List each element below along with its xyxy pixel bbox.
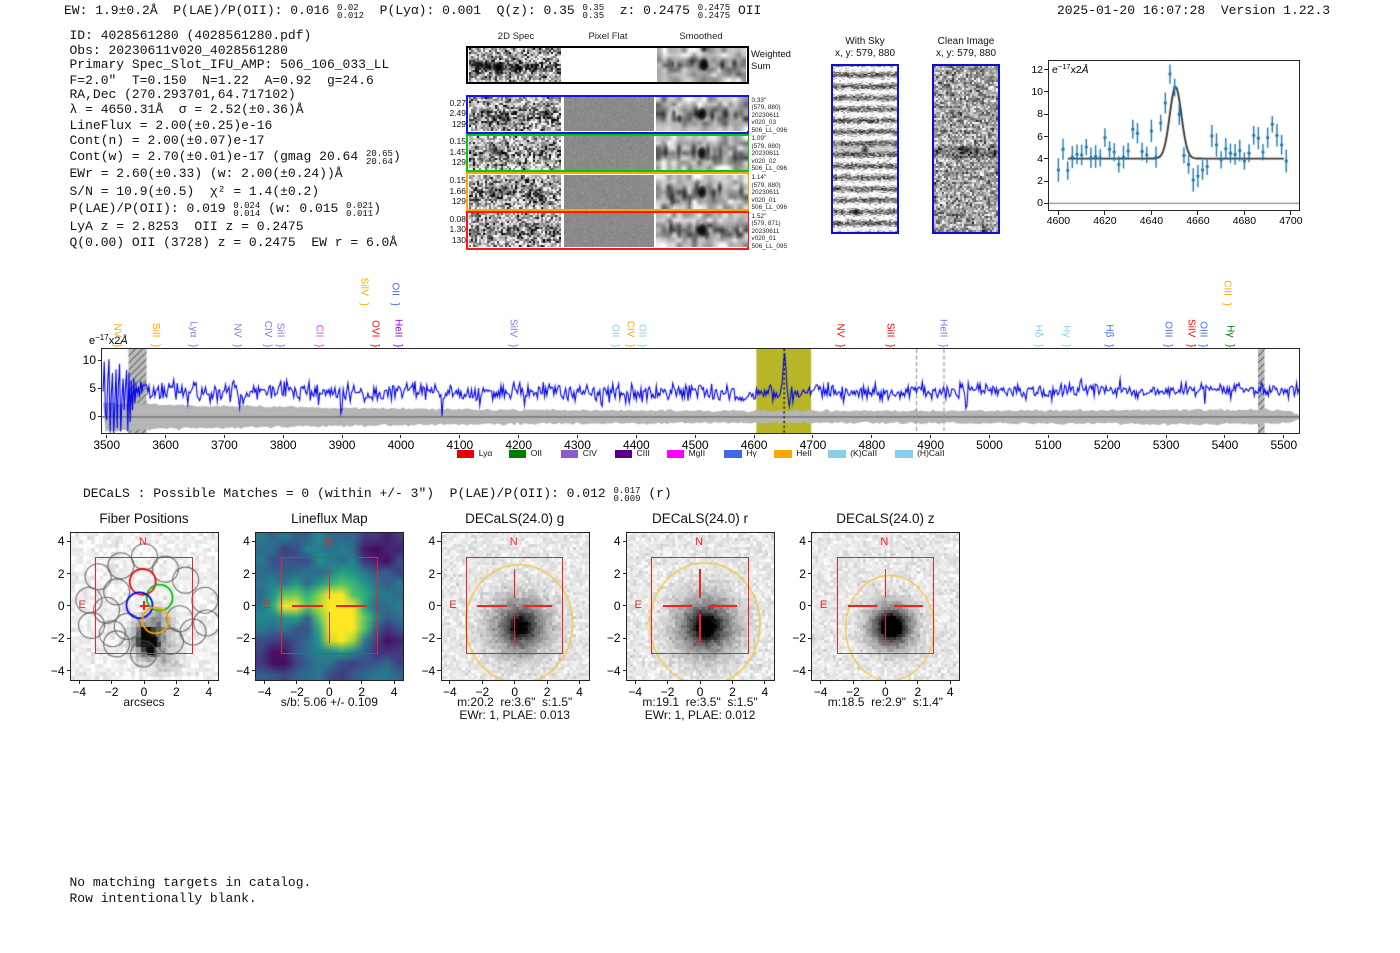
svg-text:OIII }: OIII }: [1162, 321, 1173, 348]
svg-text:SiIV }: SiIV }: [1185, 319, 1196, 348]
svg-text:HeII }: HeII }: [937, 319, 948, 348]
svg-text:CIV }: CIV }: [624, 321, 635, 348]
svg-text:Hγ }: Hγ }: [1060, 325, 1071, 348]
svg-text:SiII }: SiII }: [150, 323, 161, 348]
svg-text:OVI }: OVI }: [369, 320, 380, 348]
svg-text:NV }: NV }: [231, 323, 242, 348]
svg-text:OII }: OII }: [636, 324, 647, 348]
svg-text:SiII }: SiII }: [884, 323, 895, 348]
svg-text:SiII }: SiII }: [274, 323, 285, 348]
svg-text:Hγ }: Hγ }: [1224, 325, 1235, 348]
svg-text:OII }: OII }: [609, 324, 620, 348]
svg-text:SiIV }: SiIV }: [358, 278, 369, 307]
svg-text:CIII }: CIII }: [1221, 280, 1232, 306]
svg-text:Lyα }: Lyα }: [187, 321, 198, 348]
svg-text:Hδ }: Hδ }: [1032, 325, 1043, 349]
svg-text:HeII }: HeII }: [392, 319, 403, 348]
svg-text:OII }: OII }: [389, 283, 400, 307]
svg-text:NV }: NV }: [834, 323, 845, 348]
svg-text:CIV }: CIV }: [262, 321, 273, 348]
svg-text:CII }: CII }: [313, 325, 324, 349]
svg-text:Hβ }: Hβ }: [1103, 324, 1114, 348]
svg-text:NV }: NV }: [111, 323, 122, 348]
svg-text:OIII }: OIII }: [1197, 321, 1208, 348]
svg-text:SiIV }: SiIV }: [507, 319, 518, 348]
